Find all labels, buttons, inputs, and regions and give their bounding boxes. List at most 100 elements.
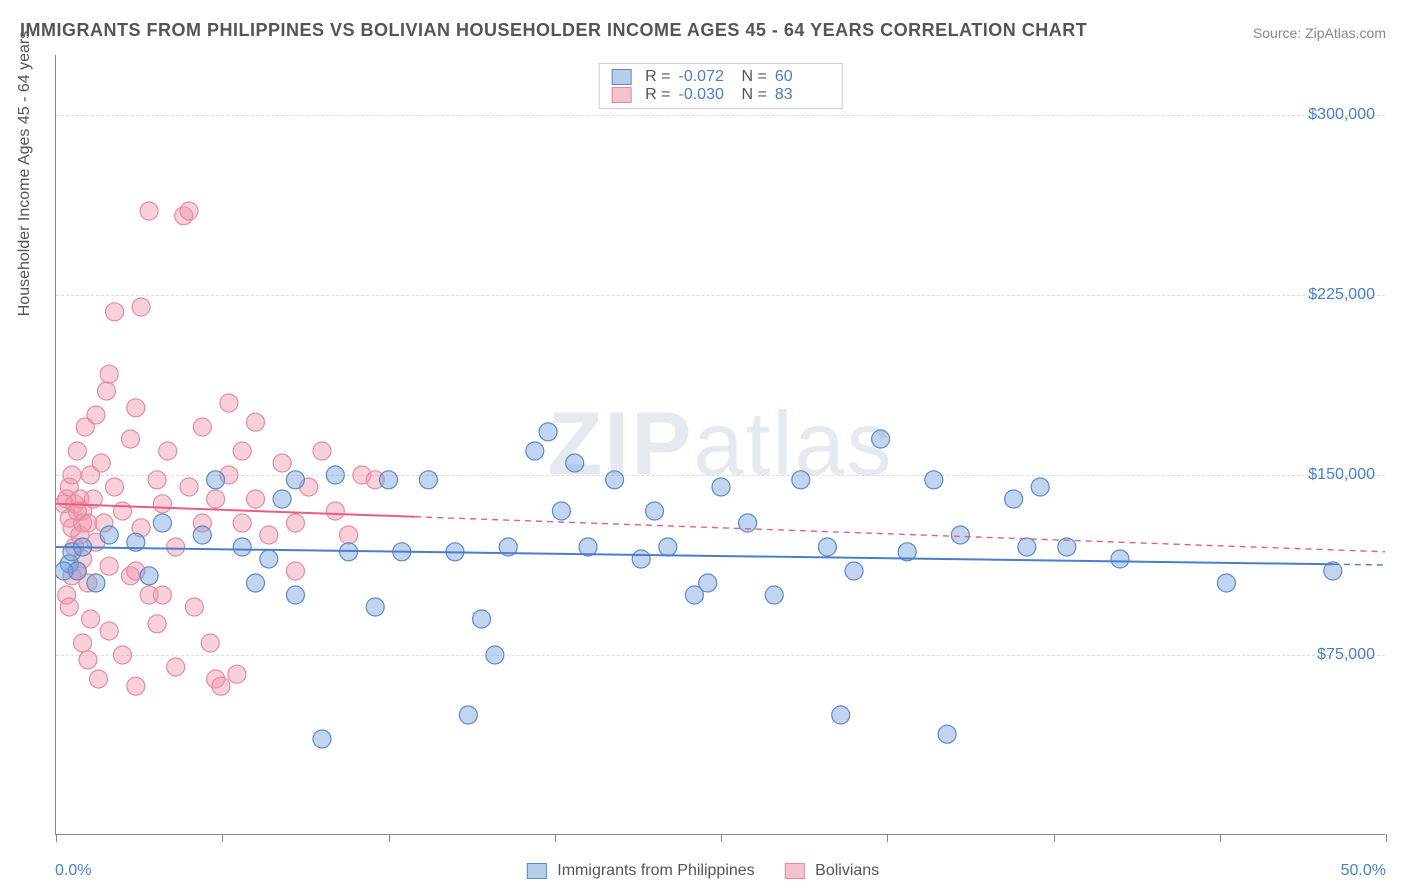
data-point	[1031, 478, 1049, 496]
r-value-1: -0.030	[679, 86, 734, 104]
x-tick	[56, 834, 57, 842]
data-point	[273, 490, 291, 508]
data-point	[552, 502, 570, 520]
data-point	[153, 514, 171, 532]
data-point	[228, 665, 246, 683]
data-point	[68, 442, 86, 460]
data-point	[313, 730, 331, 748]
data-point	[247, 413, 265, 431]
data-point	[247, 574, 265, 592]
data-point	[98, 382, 116, 400]
legend-row-series-0: R = -0.072 N = 60	[611, 68, 830, 86]
data-point	[185, 598, 203, 616]
series-legend: Immigrants from Philippines Bolivians	[527, 862, 879, 880]
trend-line-dashed	[1333, 564, 1385, 565]
data-point	[326, 466, 344, 484]
data-point	[872, 430, 890, 448]
data-point	[951, 526, 969, 544]
data-point	[159, 442, 177, 460]
data-point	[233, 442, 251, 460]
data-point	[100, 557, 118, 575]
correlation-chart: IMMIGRANTS FROM PHILIPPINES VS BOLIVIAN …	[0, 0, 1406, 892]
data-point	[212, 677, 230, 695]
data-point	[832, 706, 850, 724]
data-point	[566, 454, 584, 472]
legend-item-1: Bolivians	[785, 862, 879, 880]
x-tick	[555, 834, 556, 842]
data-point	[92, 454, 110, 472]
data-point	[127, 677, 145, 695]
data-point	[167, 538, 185, 556]
source-label: Source: ZipAtlas.com	[1253, 25, 1386, 41]
data-point	[286, 514, 304, 532]
correlation-legend: R = -0.072 N = 60 R = -0.030 N = 83	[598, 63, 843, 109]
trend-line-solid	[56, 547, 1333, 564]
plot-area: ZIPatlas R = -0.072 N = 60 R = -0.030 N …	[55, 55, 1385, 835]
n-label: N =	[742, 68, 767, 86]
legend-item-0: Immigrants from Philippines	[527, 862, 755, 880]
data-point	[273, 454, 291, 472]
data-point	[63, 466, 81, 484]
plot-svg	[56, 55, 1385, 834]
data-point	[260, 526, 278, 544]
data-point	[247, 490, 265, 508]
n-value-1: 83	[775, 86, 830, 104]
legend-swatch-bottom-0	[527, 863, 547, 879]
data-point	[1111, 550, 1129, 568]
data-point	[193, 418, 211, 436]
r-label: R =	[645, 68, 670, 86]
data-point	[938, 725, 956, 743]
r-label: R =	[645, 86, 670, 104]
data-point	[326, 502, 344, 520]
data-point	[220, 394, 238, 412]
data-point	[459, 706, 477, 724]
y-axis-title: Householder Income Ages 45 - 64 years	[16, 31, 34, 317]
data-point	[106, 478, 124, 496]
data-point	[792, 471, 810, 489]
data-point	[167, 658, 185, 676]
data-point	[121, 430, 139, 448]
data-point	[526, 442, 544, 460]
data-point	[260, 550, 278, 568]
data-point	[1018, 538, 1036, 556]
data-point	[233, 514, 251, 532]
data-point	[201, 634, 219, 652]
data-point	[127, 399, 145, 417]
data-point	[79, 651, 97, 669]
data-point	[699, 574, 717, 592]
data-point	[114, 646, 132, 664]
x-axis-min-label: 0.0%	[55, 862, 91, 880]
data-point	[632, 550, 650, 568]
data-point	[380, 471, 398, 489]
data-point	[1005, 490, 1023, 508]
data-point	[646, 502, 664, 520]
data-point	[659, 538, 677, 556]
legend-label-1: Bolivians	[815, 862, 879, 879]
data-point	[100, 365, 118, 383]
data-point	[180, 478, 198, 496]
data-point	[56, 562, 73, 580]
data-point	[845, 562, 863, 580]
data-point	[60, 598, 78, 616]
data-point	[100, 526, 118, 544]
data-point	[132, 298, 150, 316]
data-point	[207, 490, 225, 508]
data-point	[1217, 574, 1235, 592]
data-point	[87, 406, 105, 424]
legend-swatch-bottom-1	[785, 863, 805, 879]
data-point	[114, 502, 132, 520]
data-point	[712, 478, 730, 496]
legend-row-series-1: R = -0.030 N = 83	[611, 86, 830, 104]
data-point	[286, 586, 304, 604]
data-point	[340, 526, 358, 544]
data-point	[233, 538, 251, 556]
legend-swatch-0	[611, 69, 631, 85]
data-point	[313, 442, 331, 460]
data-point	[366, 598, 384, 616]
x-axis-max-label: 50.0%	[1341, 862, 1386, 880]
data-point	[148, 471, 166, 489]
x-tick	[721, 834, 722, 842]
data-point	[106, 303, 124, 321]
data-point	[140, 567, 158, 585]
trend-line-solid	[56, 504, 415, 517]
